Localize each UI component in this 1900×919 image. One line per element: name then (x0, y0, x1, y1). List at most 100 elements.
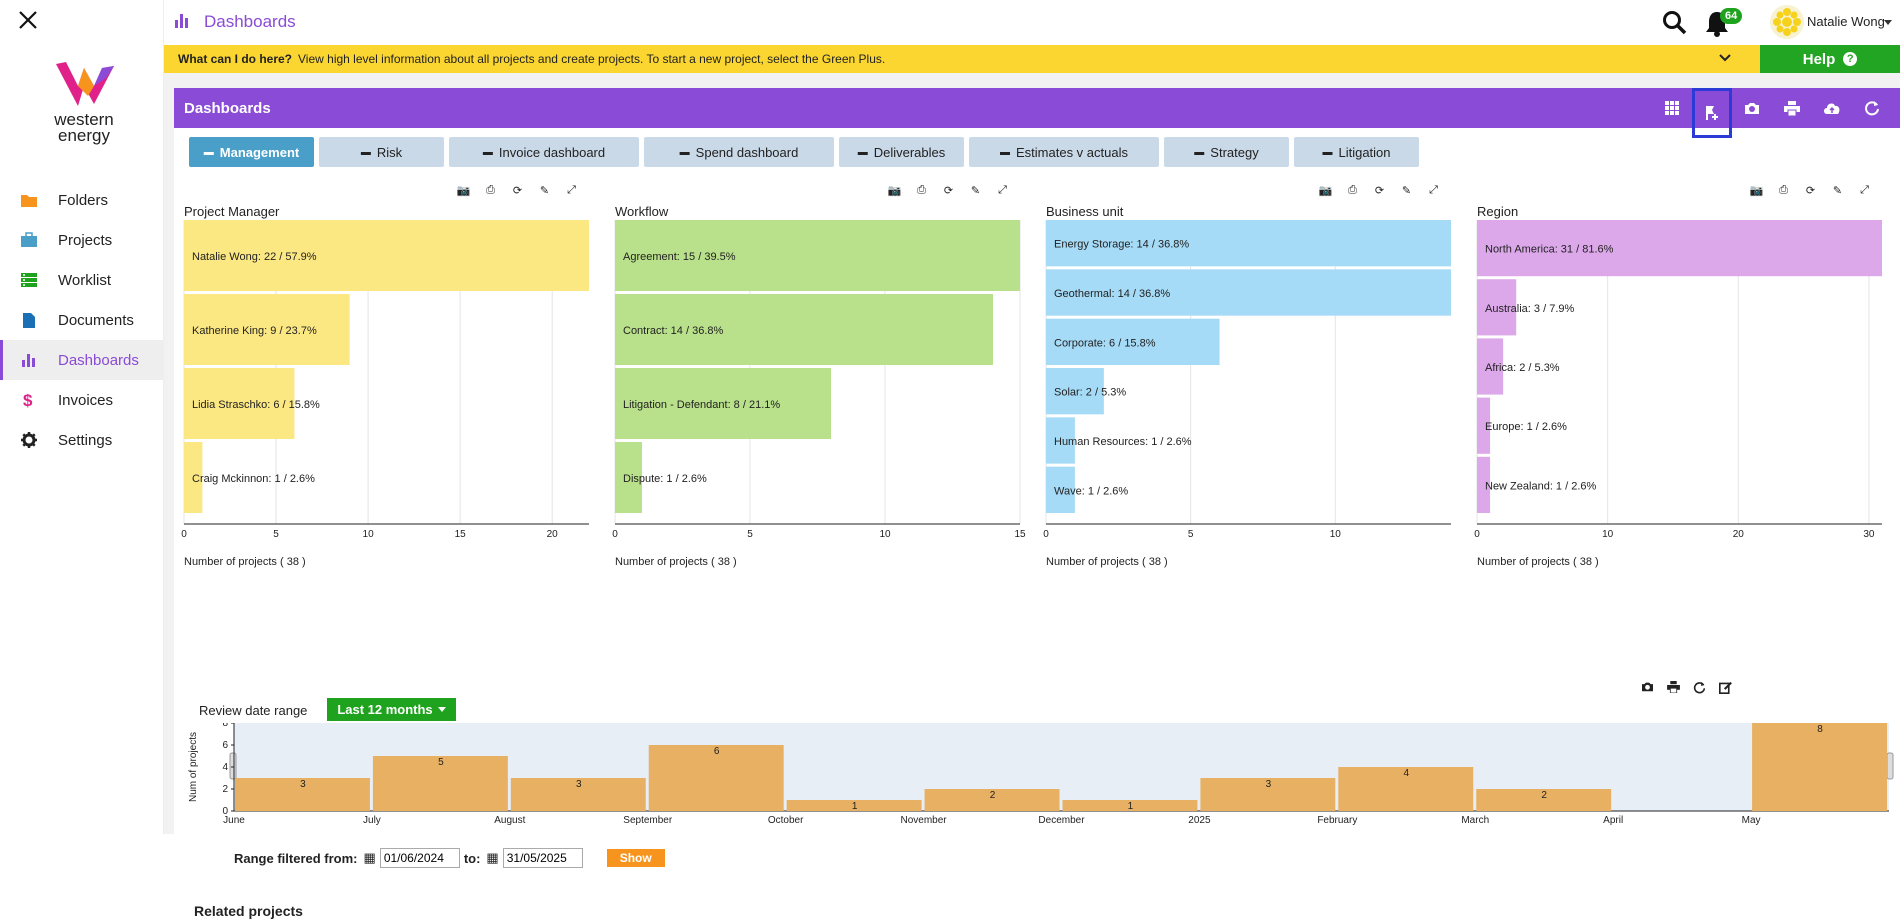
sidebar-item-worklist[interactable]: Worklist (0, 260, 164, 300)
range-handle-right[interactable] (1886, 752, 1894, 780)
briefcase-icon: ▬ (679, 146, 690, 158)
tab-spend-dashboard[interactable]: ▬ Spend dashboard (644, 137, 834, 167)
bar[interactable] (615, 294, 993, 365)
print-icon[interactable] (1772, 88, 1812, 128)
grid-icon[interactable] (1652, 88, 1692, 128)
tab-litigation[interactable]: ▬ Litigation (1294, 137, 1419, 167)
bar[interactable] (615, 220, 1020, 291)
sidebar-item-documents[interactable]: Documents (0, 300, 164, 340)
bar[interactable] (615, 442, 642, 513)
sidebar-item-settings[interactable]: Settings (0, 420, 164, 460)
range-to-input[interactable] (502, 848, 583, 868)
bar[interactable] (1046, 318, 1220, 365)
timeline-bar[interactable] (1200, 778, 1336, 811)
bar[interactable] (184, 220, 589, 291)
bar[interactable] (615, 368, 831, 439)
bar[interactable] (184, 442, 203, 513)
edit-icon[interactable]: ✎ (539, 185, 550, 197)
help-button[interactable]: Help? (1760, 45, 1900, 73)
bar[interactable] (1046, 368, 1104, 415)
print-icon[interactable]: ⎙ (1779, 184, 1788, 196)
date-range-dropdown[interactable]: Last 12 months (327, 698, 456, 721)
timeline-bar[interactable] (1062, 800, 1198, 811)
chart-title: Workflow (615, 204, 669, 219)
bar[interactable] (1477, 338, 1504, 395)
camera-icon[interactable]: 📷 (1318, 185, 1333, 197)
timeline-bar-label: 2 (990, 790, 996, 801)
sidebar-item-invoices[interactable]: $ Invoices (0, 380, 164, 420)
tab-invoice-dashboard[interactable]: ▬ Invoice dashboard (449, 137, 639, 167)
camera-icon[interactable] (1732, 88, 1772, 128)
tab-management[interactable]: ▬ Management (189, 137, 314, 167)
edit-icon[interactable]: ✎ (1832, 185, 1843, 197)
bar[interactable] (1046, 269, 1451, 316)
timeline-bar[interactable] (1476, 789, 1612, 811)
bar[interactable] (184, 368, 295, 439)
edit-icon[interactable]: ✎ (970, 185, 981, 197)
show-button[interactable]: Show (606, 849, 665, 867)
add-flag-icon[interactable] (1692, 88, 1732, 138)
refresh-icon[interactable]: ⟳ (1374, 185, 1385, 197)
user-menu-caret-icon[interactable] (1884, 20, 1892, 25)
refresh-icon[interactable]: ⟳ (943, 185, 954, 197)
chevron-down-icon[interactable] (1718, 52, 1732, 64)
bar[interactable] (1477, 456, 1491, 513)
bar[interactable] (1477, 279, 1517, 336)
refresh-icon[interactable]: ⟳ (512, 185, 523, 197)
bar-label: Human Resources: 1 / 2.6% (1054, 436, 1192, 448)
edit-icon[interactable] (1712, 681, 1738, 694)
range-from-input[interactable] (379, 848, 460, 868)
sidebar-item-projects[interactable]: Projects (0, 220, 164, 260)
tab-deliverables[interactable]: ▬ Deliverables (839, 137, 964, 167)
tab-risk[interactable]: ▬ Risk (319, 137, 444, 167)
bar[interactable] (1477, 397, 1491, 454)
sidebar-item-dashboards[interactable]: Dashboards (0, 340, 164, 380)
timeline-bar[interactable] (372, 756, 508, 811)
timeline-bar[interactable] (1752, 723, 1887, 811)
camera-icon[interactable] (1634, 681, 1660, 694)
timeline-bar[interactable] (648, 745, 784, 811)
timeline-bar[interactable] (1338, 767, 1474, 811)
info-text: What can I do here? View high level infor… (178, 52, 886, 66)
range-filter-label: Range filtered from: (234, 850, 358, 866)
timeline-bar[interactable] (786, 800, 922, 811)
bar[interactable] (1046, 220, 1451, 267)
tab-estimates-v-actuals[interactable]: ▬ Estimates v actuals (969, 137, 1159, 167)
fullscreen-icon[interactable]: ⤢ (1860, 184, 1869, 196)
fullscreen-icon[interactable]: ⤢ (998, 184, 1007, 196)
bar[interactable] (184, 294, 350, 365)
timeline-bar[interactable] (924, 789, 1060, 811)
camera-icon[interactable]: 📷 (1749, 185, 1764, 197)
fullscreen-icon[interactable]: ⤢ (567, 184, 576, 196)
print-icon[interactable]: ⎙ (917, 184, 926, 196)
user-name[interactable]: Natalie Wong (1807, 14, 1885, 29)
range-handle-left[interactable] (229, 752, 237, 780)
bar[interactable] (1477, 220, 1882, 277)
refresh-icon[interactable]: ⟳ (1805, 185, 1816, 197)
tab-strategy[interactable]: ▬ Strategy (1164, 137, 1289, 167)
timeline-bar[interactable] (235, 778, 370, 811)
edit-icon[interactable]: ✎ (1401, 185, 1412, 197)
timeline-bar[interactable] (510, 778, 646, 811)
calendar-icon[interactable]: ▦ (486, 850, 499, 865)
sidebar-item-folders[interactable]: Folders (0, 180, 164, 220)
cloud-upload-icon[interactable] (1812, 88, 1852, 128)
search-icon[interactable] (1662, 10, 1688, 36)
print-icon[interactable]: ⎙ (486, 184, 495, 196)
close-icon[interactable] (16, 8, 40, 32)
bar[interactable] (1046, 417, 1075, 464)
fullscreen-icon[interactable]: ⤢ (1429, 184, 1438, 196)
refresh-icon[interactable] (1852, 88, 1892, 128)
camera-icon[interactable]: 📷 (456, 185, 471, 197)
x-tick-label: 15 (455, 529, 467, 540)
avatar[interactable] (1770, 5, 1804, 39)
print-icon[interactable]: ⎙ (1348, 184, 1357, 196)
print-icon[interactable] (1660, 681, 1686, 694)
bar[interactable] (1046, 466, 1075, 513)
page-title: Dashboards (204, 12, 296, 31)
refresh-icon[interactable] (1686, 681, 1712, 694)
review-date-range-label: Review date range (199, 703, 308, 718)
calendar-icon[interactable]: ▦ (363, 850, 376, 865)
chart-x-label: Number of projects ( 38 ) (184, 556, 306, 568)
camera-icon[interactable]: 📷 (887, 185, 902, 197)
